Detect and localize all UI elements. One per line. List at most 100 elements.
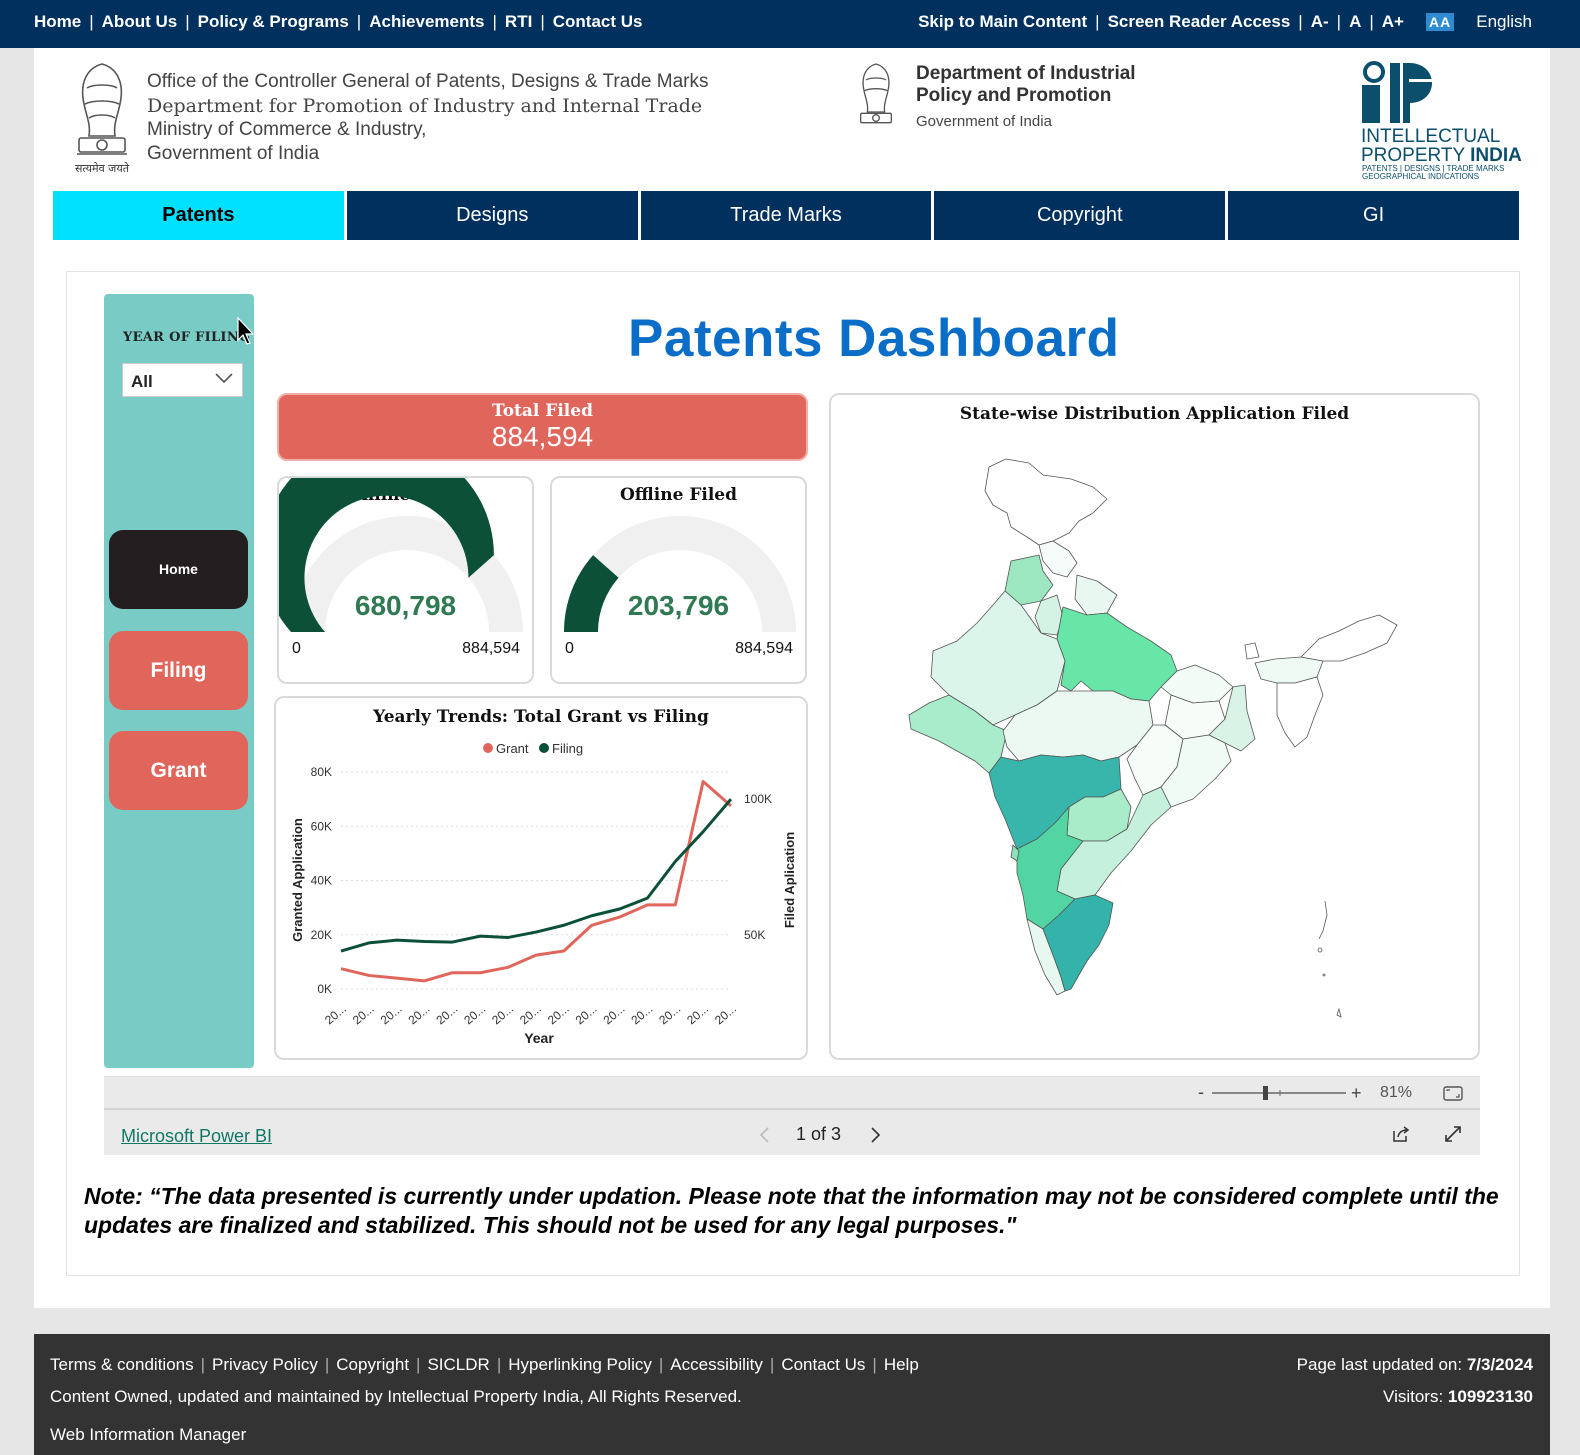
ipi-line-1: INTELLECTUAL — [1361, 126, 1500, 147]
dipp-emblem-icon — [860, 63, 892, 124]
online-filed-value: 680,798 — [354, 590, 457, 621]
map-andaman-islands — [1318, 900, 1328, 940]
share-icon[interactable] — [1390, 1123, 1412, 1145]
x-tick-label: 20... — [378, 1002, 405, 1028]
tab-designs[interactable]: Designs — [346, 191, 638, 240]
dashboard-title: Patents Dashboard — [628, 309, 1120, 368]
top-nav-links: Home | About Us | Policy & Programs | Achie… — [34, 12, 643, 31]
ipi-line-3: PATENTS | DESIGNS | TRADE MARKS — [1362, 164, 1504, 173]
disclaimer-note: Note: “The data presented is currently u… — [84, 1183, 1499, 1238]
total-filed-label: Total Filed — [492, 401, 593, 421]
offline-filed-value: 203,796 — [627, 590, 730, 621]
map-state-odisha — [1160, 734, 1232, 808]
font-decrease-link[interactable]: A- — [1310, 12, 1329, 31]
zoom-slider[interactable]: - + — [1194, 1077, 1374, 1109]
footer-link-terms[interactable]: Terms & conditions — [50, 1355, 194, 1374]
office-line-4: Government of India — [147, 143, 320, 164]
office-line-2: Department for Promotion of Industry and… — [147, 95, 703, 117]
map-state-goa — [1010, 844, 1020, 862]
language-selector[interactable]: English — [1476, 12, 1532, 31]
map-state-himachal — [1038, 540, 1078, 578]
map-state-tamil-nadu — [1042, 894, 1114, 992]
footer-link-hyperlinking[interactable]: Hyperlinking Policy — [508, 1355, 652, 1374]
india-state-map[interactable] — [831, 395, 1478, 1058]
legend-label-grant: Grant — [496, 741, 529, 756]
y2-axis-label: Filed Aplication — [782, 832, 797, 928]
home-button[interactable]: Home — [109, 530, 248, 609]
offline-gauge — [564, 515, 796, 632]
fullscreen-icon[interactable] — [1442, 1123, 1464, 1145]
screen-reader-link[interactable]: Screen Reader Access — [1107, 12, 1291, 31]
font-increase-link[interactable]: A+ — [1381, 12, 1404, 31]
map-state-uttarakhand — [1074, 574, 1118, 616]
contrast-toggle[interactable]: AA — [1426, 13, 1455, 31]
y-tick-label: 80K — [311, 765, 332, 779]
nav-about-link[interactable]: About Us — [101, 12, 178, 31]
office-line-1: Office of the Controller General of Pate… — [147, 71, 709, 92]
tab-trade-marks[interactable]: Trade Marks — [640, 191, 932, 240]
legend-label-filing: Filing — [552, 741, 583, 756]
footer-link-contact[interactable]: Contact Us — [781, 1355, 866, 1374]
tab-gi[interactable]: GI — [1228, 191, 1519, 240]
nav-policy-link[interactable]: Policy & Programs — [197, 12, 349, 31]
x-axis-label: Year — [524, 1030, 554, 1046]
offline-gauge-track — [564, 515, 796, 632]
online-gauge-fill — [279, 478, 494, 632]
x-tick-label: 20... — [684, 1002, 711, 1028]
web-information-manager-link[interactable]: Web Information Manager — [50, 1425, 247, 1444]
nav-contact-link[interactable]: Contact Us — [552, 12, 643, 31]
powerbi-link[interactable]: Microsoft Power BI — [121, 1126, 273, 1146]
footer-link-accessibility[interactable]: Accessibility — [670, 1355, 763, 1374]
nav-rti-link[interactable]: RTI — [504, 12, 533, 31]
footer-link-help[interactable]: Help — [883, 1355, 919, 1374]
filing-button[interactable]: Filing — [109, 631, 248, 710]
skip-to-content-link[interactable]: Skip to Main Content — [918, 12, 1088, 31]
next-page-icon[interactable] — [868, 1126, 882, 1144]
year-filter-dropdown[interactable]: All — [122, 363, 243, 397]
grant-button[interactable]: Grant — [109, 731, 248, 810]
offline-gauge-max: 884,594 — [735, 640, 793, 657]
nav-achievements-link[interactable]: Achievements — [369, 12, 485, 31]
office-title: Office of the Controller General of Pate… — [147, 70, 708, 166]
x-tick-label: 20... — [489, 1002, 516, 1028]
footer-link-sicldr[interactable]: SICLDR — [427, 1355, 490, 1374]
x-tick-label: 20... — [656, 1002, 683, 1028]
online-gauge-min: 0 — [292, 640, 301, 657]
font-normal-link[interactable]: A — [1349, 12, 1362, 31]
tab-patents[interactable]: Patents — [53, 191, 344, 240]
fit-to-page-icon[interactable] — [1442, 1085, 1464, 1103]
ip-category-tabs: Patents Designs Trade Marks Copyright GI — [53, 191, 1519, 240]
ip-india-logo[interactable]: INTELLECTUAL PROPERTY INDIA PATENTS | DE… — [1360, 61, 1526, 181]
zoom-out-icon: - — [1198, 1082, 1204, 1102]
previous-page-icon[interactable] — [758, 1126, 772, 1144]
offline-gauge-min: 0 — [565, 640, 574, 657]
tab-copyright[interactable]: Copyright — [934, 191, 1226, 240]
footer-link-copyright[interactable]: Copyright — [336, 1355, 410, 1374]
emblem-caption: सत्यमेव जयते — [75, 162, 130, 175]
y-axis-label: Granted Application — [290, 818, 305, 942]
zoom-percentage: 81% — [1380, 1084, 1413, 1101]
map-island-dot — [1322, 973, 1326, 977]
map-state-jammu-kashmir — [984, 458, 1108, 546]
legend-marker-grant — [483, 743, 493, 753]
yearly-trends-card: Yearly Trends: Total Grant vs Filing 0K 2… — [274, 696, 808, 1060]
series-line-filing — [340, 798, 733, 953]
legend-marker-filing — [539, 743, 549, 753]
nav-home-link[interactable]: Home — [34, 12, 82, 31]
ipi-line-4: GEOGRAPHICAL INDICATIONS — [1362, 172, 1479, 181]
total-filed-value: 884,594 — [491, 421, 594, 452]
site-header: सत्यमेव जयते Office of the Controller Ge… — [34, 48, 1550, 191]
zoom-in-icon: + — [1351, 1083, 1362, 1103]
x-tick-label: 20... — [433, 1002, 460, 1028]
x-tick-label: 20... — [406, 1002, 433, 1028]
map-state-haryana — [1034, 594, 1064, 636]
footer-link-privacy[interactable]: Privacy Policy — [212, 1355, 318, 1374]
map-state-sikkim — [1244, 642, 1260, 660]
dept-line-2: Policy and Promotion — [916, 85, 1112, 106]
offline-filed-card: Offline Filed 203,796 0 884,594 — [550, 476, 807, 684]
x-tick-label: 20... — [517, 1002, 544, 1028]
y2-tick-label: 100K — [744, 792, 772, 806]
map-state-gujarat — [908, 694, 1008, 774]
map-state-west-bengal — [1208, 684, 1256, 752]
